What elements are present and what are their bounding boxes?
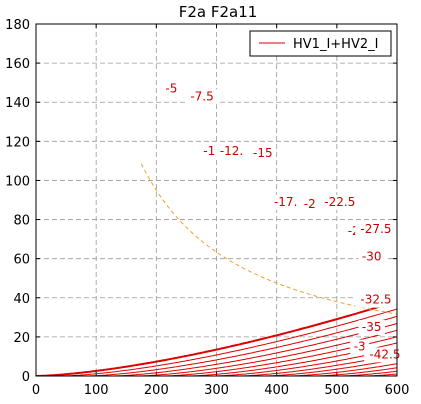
curve-label: -1: [203, 144, 215, 158]
chart-title: F2a F2a11: [179, 3, 258, 21]
curve-label: -15: [253, 146, 273, 160]
curve-label-bg: [355, 222, 397, 238]
curve-label: -30: [362, 250, 382, 264]
x-tick-label: 0: [32, 383, 40, 398]
curve-g1-m7_5: [111, 322, 397, 376]
y-tick-label: 60: [13, 253, 30, 268]
x-tick-label: 200: [144, 383, 169, 398]
y-tick-label: 20: [13, 331, 30, 346]
curve-label-bg: [364, 347, 406, 363]
x-tick-label: 500: [324, 383, 349, 398]
curve-g1-m2_5: [61, 308, 397, 376]
y-tick-labels: 0 20 40 60 80 100 120 140 160 180: [5, 18, 30, 385]
curve-label-bg: [355, 292, 397, 308]
curve-label: -42.5: [369, 347, 400, 361]
curve-label-bg: [161, 81, 181, 97]
curve-label: -17.: [274, 195, 297, 209]
curve-label: -35: [362, 320, 382, 334]
x-tick-label: 100: [84, 383, 109, 398]
curve-labels: -5-7.5-1 -12. -15-17. -2 -22.5-2 -27.5-30-32.…: [161, 81, 406, 363]
y-tick-label: 180: [5, 18, 30, 33]
y-tick-label: 0: [22, 370, 30, 385]
curve-label-bg: [319, 194, 361, 210]
x-tick-label: 600: [385, 383, 410, 398]
y-tick-label: 120: [5, 135, 30, 150]
curve-label: -7.5: [190, 89, 213, 103]
y-tick-label: 40: [13, 292, 30, 307]
curve-label-bg: [214, 144, 249, 160]
x-tick-labels: 0 100 200 300 400 500 600: [32, 383, 410, 398]
curve-label-bg: [199, 144, 219, 160]
y-tick-label: 160: [5, 57, 30, 72]
plot-frame: [35, 23, 398, 377]
curve-label: -2: [348, 224, 360, 238]
curve-label-bg: [249, 145, 277, 161]
curve-g1-0: [36, 300, 397, 376]
curve-label: -3: [354, 340, 366, 354]
curve-g1-m25: [288, 363, 397, 376]
curve-label: -5: [165, 81, 177, 95]
curve-label: -2: [304, 197, 316, 211]
x-tick-label: 400: [264, 383, 289, 398]
curve-g1-m5: [86, 315, 397, 376]
y-tick-label: 80: [13, 214, 30, 229]
curve-label: -12.: [220, 144, 243, 158]
x-tick-label: 300: [204, 383, 229, 398]
legend: HV1_I+HV2_I: [249, 30, 392, 57]
curve-label-bg: [358, 320, 385, 336]
curve-g1-m27_5: [314, 367, 397, 376]
curve-label-bg: [358, 249, 385, 265]
y-tick-label: 140: [5, 96, 30, 111]
curve-label: -27.5: [360, 222, 391, 236]
curve-label: -22.5: [324, 195, 355, 209]
curve-label-bg: [268, 194, 303, 210]
plot-area: [36, 163, 397, 376]
curve-label-bg: [185, 89, 220, 105]
legend-entry-label: HV1_I+HV2_I: [293, 37, 378, 52]
curve-label-bg: [300, 196, 320, 212]
y-tick-label: 100: [5, 174, 30, 189]
curve-label: -32.5: [360, 293, 391, 307]
curve-g1-m22_5: [263, 358, 397, 376]
dissipation-curve: [140, 163, 397, 315]
